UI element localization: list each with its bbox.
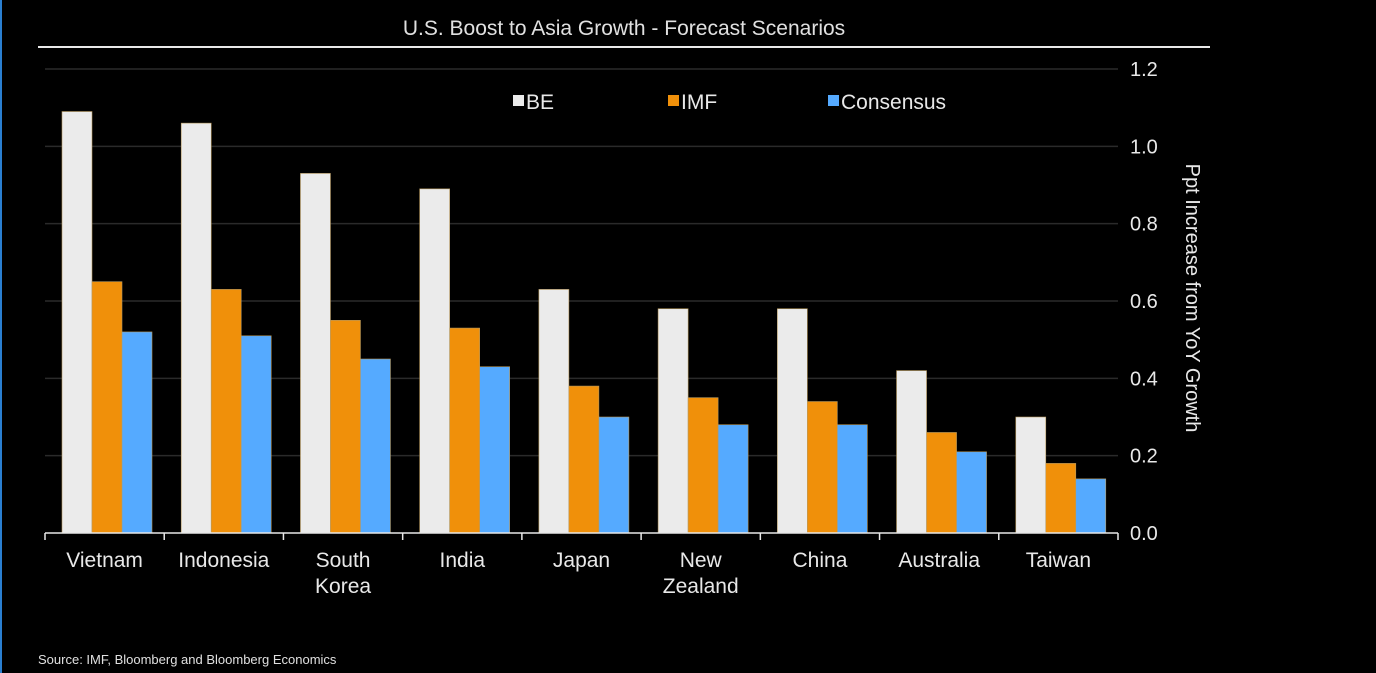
bar-be-taiwan	[1015, 416, 1047, 534]
bar-consensus-china	[837, 424, 868, 534]
source-note: Source: IMF, Bloomberg and Bloomberg Eco…	[38, 652, 337, 667]
y-tick-label: 1.0	[1130, 136, 1158, 158]
bar-be-india	[419, 188, 450, 534]
y-tick-label: 1.2	[1130, 59, 1158, 81]
x-category-label: South	[316, 549, 371, 572]
x-category-label: Korea	[315, 575, 371, 598]
bar-be-new-zealand	[657, 308, 689, 534]
legend-label-consensus: Consensus	[841, 91, 946, 114]
y-tick-label: 0.8	[1130, 214, 1158, 236]
bar-consensus-south-korea	[360, 358, 391, 534]
x-category-label: Australia	[898, 549, 980, 572]
x-category-label: China	[793, 549, 848, 572]
bar-consensus-taiwan	[1075, 478, 1107, 534]
y-tick-label: 0.0	[1130, 523, 1158, 545]
x-category-label: Taiwan	[1026, 549, 1091, 572]
bar-be-australia	[896, 370, 927, 534]
legend-label-be: BE	[526, 91, 554, 114]
x-category-label: Japan	[553, 549, 610, 572]
x-category-label: New	[680, 549, 723, 572]
bar-be-china	[777, 308, 808, 534]
bar-imf-taiwan	[1045, 463, 1077, 534]
title-divider	[38, 46, 1210, 48]
bar-imf-australia	[926, 432, 957, 534]
bar-imf-china	[807, 401, 838, 534]
bar-imf-vietnam	[91, 281, 123, 534]
bar-consensus-japan	[598, 416, 630, 534]
x-category-label: India	[440, 549, 486, 572]
chart-title: U.S. Boost to Asia Growth - Forecast Sce…	[402, 17, 846, 40]
bar-imf-indonesia	[210, 289, 242, 534]
y-tick-label: 0.4	[1130, 368, 1158, 390]
x-category-label: Indonesia	[178, 549, 269, 572]
legend-swatch-be	[513, 95, 524, 106]
bar-imf-south-korea	[330, 320, 361, 534]
bar-consensus-australia	[956, 451, 987, 534]
y-tick-label: 0.6	[1130, 291, 1158, 313]
window-border	[0, 0, 2, 673]
legend-swatch-consensus	[828, 95, 839, 106]
bar-be-japan	[538, 289, 570, 534]
y-tick-label: 0.2	[1130, 446, 1158, 468]
bar-consensus-indonesia	[240, 335, 272, 534]
x-category-label: Zealand	[663, 575, 739, 598]
legend-label-imf: IMF	[681, 91, 717, 114]
y-axis-title: Ppt Increase from YoY Growth	[1181, 164, 1203, 433]
bar-consensus-new-zealand	[717, 424, 749, 534]
bar-imf-japan	[568, 385, 600, 534]
bar-imf-new-zealand	[687, 397, 719, 534]
bar-consensus-india	[479, 366, 510, 534]
x-category-label: Vietnam	[66, 549, 143, 572]
bar-be-south-korea	[300, 173, 331, 534]
legend-swatch-imf	[668, 95, 679, 106]
bar-be-indonesia	[180, 122, 212, 534]
bar-be-vietnam	[61, 111, 93, 534]
bar-imf-india	[449, 327, 480, 534]
bar-consensus-vietnam	[121, 331, 153, 534]
